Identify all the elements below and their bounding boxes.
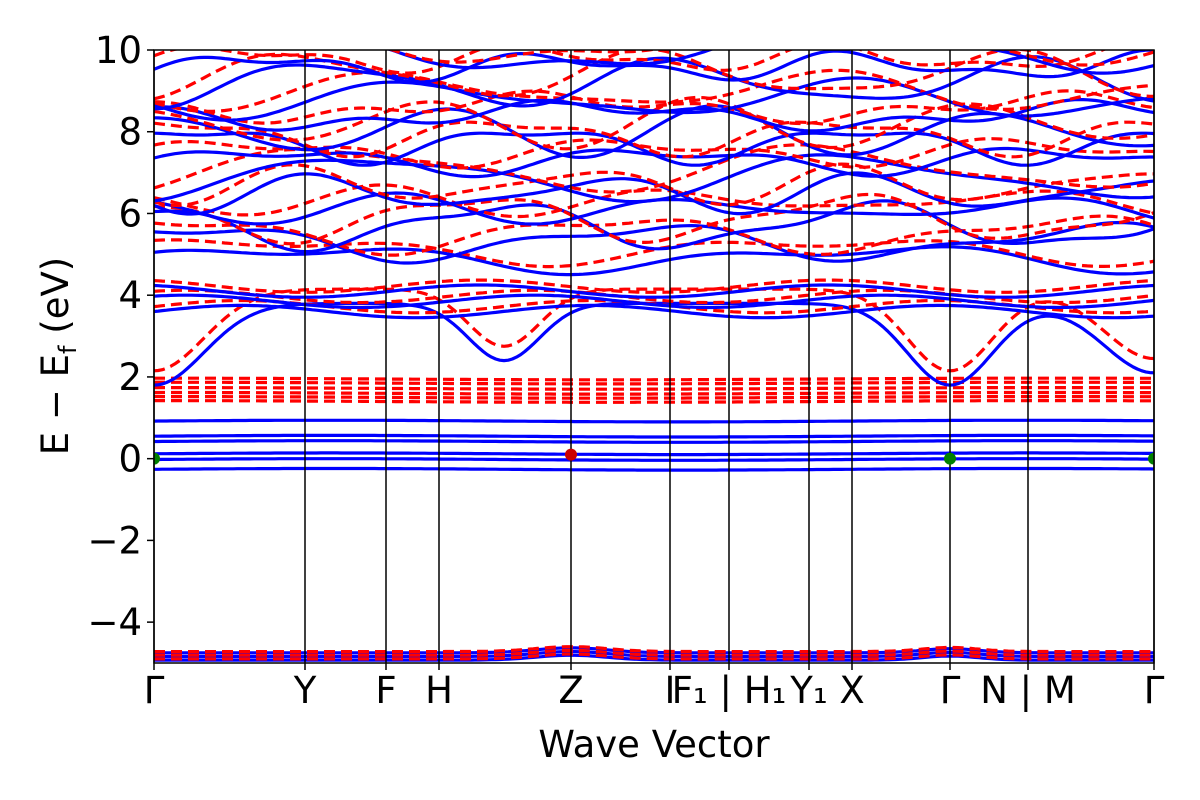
band-dashed <box>154 278 1154 294</box>
x-tick-label: F₁ | H₁ <box>672 669 787 712</box>
band-lines <box>154 50 1154 662</box>
band-dashed <box>154 648 1154 657</box>
band-solid <box>154 199 1154 254</box>
x-tick-label: H <box>425 669 453 712</box>
band-solid <box>154 171 1154 216</box>
band-solid <box>154 451 1154 457</box>
band-dashed <box>154 376 1154 382</box>
band-solid <box>154 303 1154 320</box>
band-solid <box>154 245 1154 277</box>
band-dashed <box>154 386 1154 391</box>
x-tick-label: Γ <box>144 669 165 712</box>
x-tick-label: X <box>839 669 864 712</box>
band-dashed <box>154 645 1154 654</box>
band-dashed <box>154 183 1154 219</box>
y-tick-label: 0 <box>118 438 142 481</box>
y-tick-label: 2 <box>118 356 142 399</box>
x-tick-label: F <box>375 669 396 712</box>
band-dashed <box>154 380 1154 386</box>
x-axis: Γ Y F H Z IF₁ | H₁ Y₁ X Γ N | M Γ <box>144 663 1165 712</box>
band-solid <box>154 439 1154 444</box>
y-tick-label: −4 <box>87 601 142 644</box>
y-axis: 10 8 6 4 2 0 −2 −4 <box>87 29 154 644</box>
x-tick-label: N | M <box>980 669 1076 712</box>
band-dashed <box>154 652 1154 661</box>
band-dashed <box>154 390 1154 396</box>
x-tick-label: Y <box>293 669 317 712</box>
fermi-marker <box>565 448 577 461</box>
band-solid <box>154 50 1154 84</box>
x-tick-label: I <box>665 669 676 712</box>
plot-frame <box>153 49 1155 664</box>
band-solid <box>154 466 1154 472</box>
band-dashed <box>154 192 1154 246</box>
y-axis-label: E − Ef (eV) <box>34 257 82 455</box>
band-dashed <box>154 394 1154 400</box>
band-solid <box>386 50 1154 75</box>
y-tick-label: −2 <box>87 519 142 562</box>
x-tick-label: Γ <box>1144 669 1165 712</box>
high-symmetry-lines <box>153 50 1155 663</box>
band-solid <box>154 220 1154 265</box>
band-solid <box>154 283 1154 299</box>
band-dashed <box>154 120 1154 159</box>
x-tick-label: Z <box>558 669 583 712</box>
fermi-marker <box>944 452 956 465</box>
x-axis-label: Wave Vector <box>538 723 770 766</box>
band-dashed <box>154 162 1154 207</box>
band-solid <box>154 433 1154 439</box>
x-tick-label: Γ <box>940 669 961 712</box>
fermi-marker <box>1148 452 1154 465</box>
fermi-markers <box>154 448 1154 465</box>
band-solid <box>154 153 1154 204</box>
band-solid <box>154 76 1154 122</box>
y-tick-label: 6 <box>118 192 142 235</box>
band-dashed <box>154 287 1154 373</box>
plot-background <box>154 50 1154 663</box>
band-dashed <box>154 68 1154 113</box>
band-solid <box>154 131 1154 167</box>
x-tick-label: Y₁ <box>789 669 827 712</box>
band-solid <box>154 418 1154 424</box>
fermi-marker <box>154 452 160 465</box>
y-tick-label: 8 <box>118 111 142 154</box>
band-dashed <box>154 50 1108 75</box>
y-tick-label: 4 <box>118 274 142 317</box>
band-dashed <box>154 399 1154 404</box>
band-solid <box>154 293 1154 310</box>
band-solid <box>154 457 1154 462</box>
y-tick-label: 10 <box>95 29 142 72</box>
band-dashed <box>154 89 1154 126</box>
